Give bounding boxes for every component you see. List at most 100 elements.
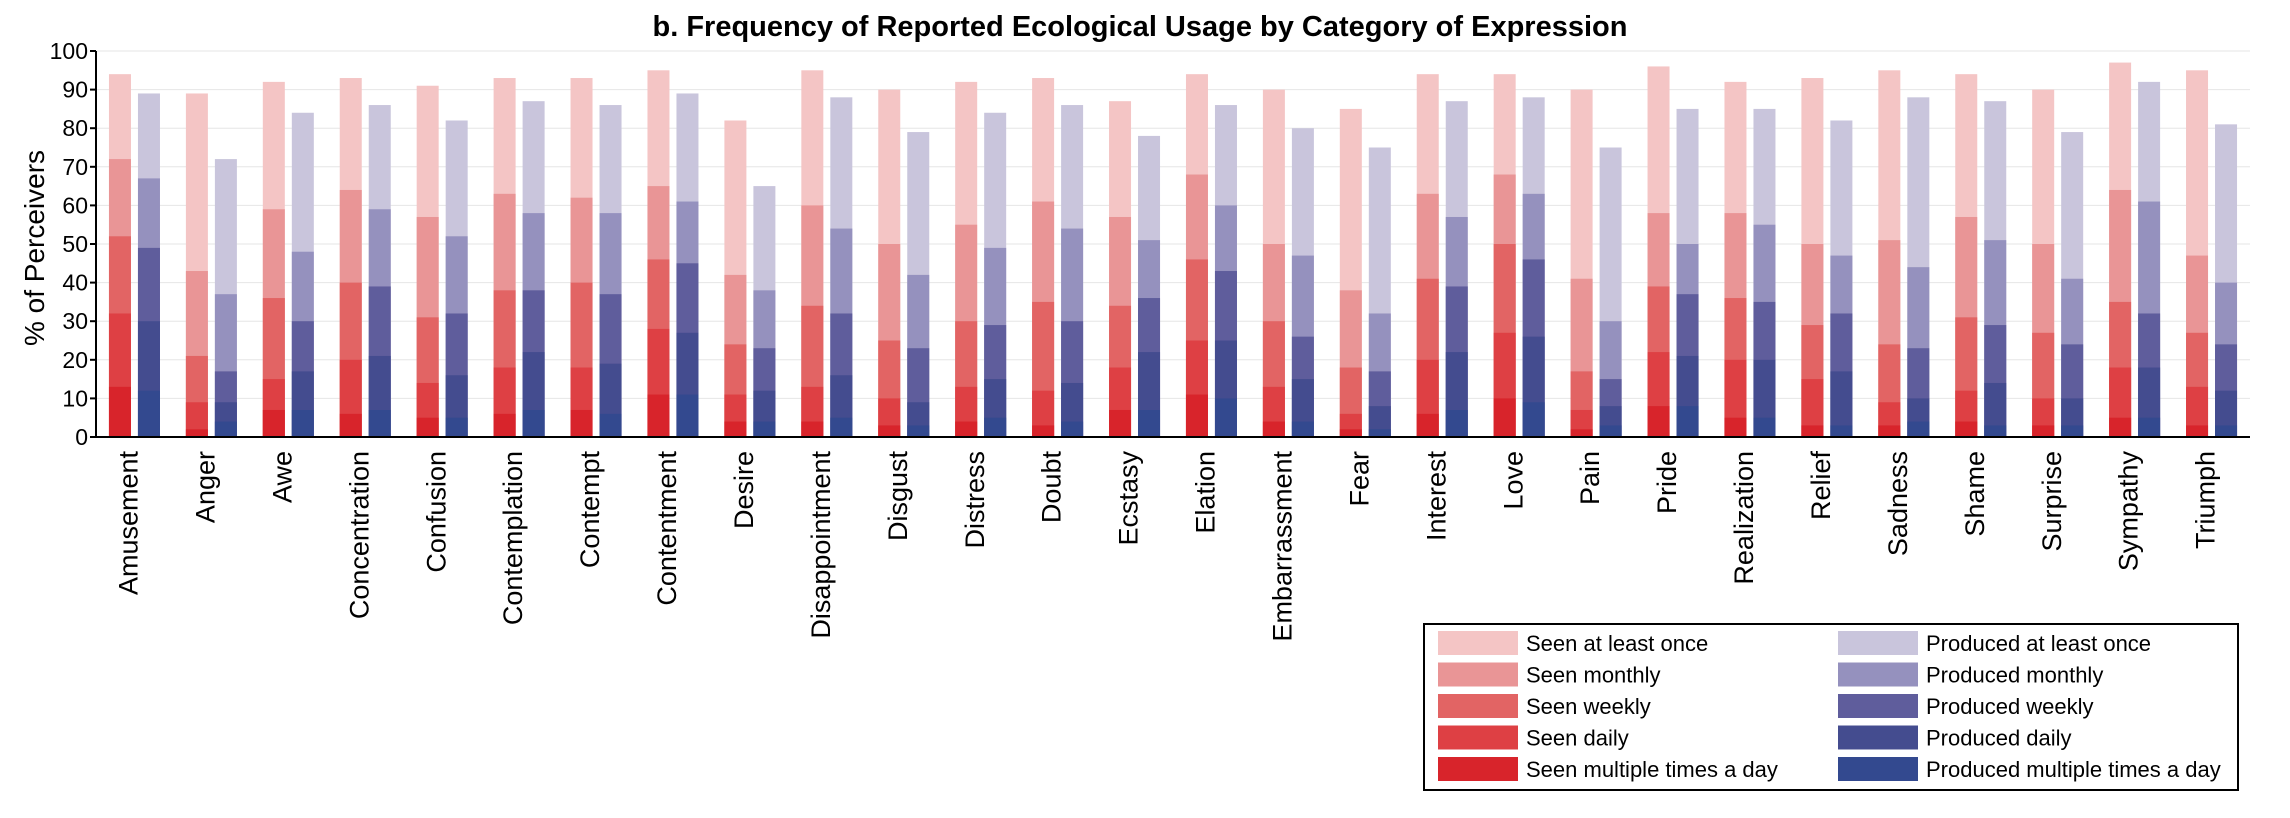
y-tick-label: 80 [62, 115, 88, 141]
category-group [339, 78, 391, 438]
bar-segment [1493, 398, 1516, 437]
category-group [2109, 62, 2161, 438]
bar-segment [416, 417, 439, 437]
category-label: Concentration [344, 451, 374, 619]
y-tick-label: 20 [62, 347, 88, 373]
axes [90, 50, 2250, 438]
bar-segment [1262, 421, 1285, 437]
y-tick-label: 60 [62, 192, 88, 218]
bar-segment [955, 421, 978, 437]
category-label: Embarrassment [1268, 451, 1298, 642]
bar-segment [445, 417, 468, 437]
bar-segment [185, 429, 208, 437]
bar-segment [1368, 429, 1391, 437]
legend-swatch [1838, 631, 1918, 655]
category-label: Relief [1806, 451, 1836, 521]
category-label: Pain [1575, 451, 1605, 505]
bar-segment [1109, 409, 1132, 437]
bar-segment [493, 413, 516, 437]
category-label: Triumph [2191, 451, 2221, 549]
category-group [2186, 70, 2238, 438]
category-label: Sympathy [2114, 451, 2144, 572]
y-axis-label: % of Perceivers [19, 150, 50, 346]
category-group [1801, 78, 1853, 438]
category-label: Confusion [421, 451, 451, 573]
category-label: Surprise [2037, 451, 2067, 552]
category-group [647, 70, 699, 438]
bar-segment [339, 413, 362, 437]
bar-segment [2215, 425, 2238, 437]
y-tick-label: 40 [62, 270, 88, 296]
category-label: Ecstasy [1114, 451, 1144, 546]
category-label: Awe [267, 451, 297, 503]
bar-segment [262, 409, 285, 437]
bar-segment [1416, 413, 1439, 437]
bar-segment [1907, 421, 1930, 437]
category-label: Shame [1960, 451, 1990, 537]
bar-segment [1570, 429, 1593, 437]
bar-segment [1032, 425, 1055, 437]
category-label: Elation [1191, 451, 1221, 534]
category-label: Contempt [575, 451, 605, 569]
category-label: Disgust [883, 451, 913, 542]
bar-segment [1676, 406, 1699, 437]
bar-segment [878, 425, 901, 437]
category-group [1262, 89, 1314, 437]
legend-label: Produced multiple times a day [1926, 757, 2221, 782]
legend-label: Seen weekly [1526, 694, 1651, 719]
bar-segment [214, 421, 237, 437]
bar-segment [1830, 425, 1853, 437]
legend-swatch [1438, 757, 1518, 781]
bar-segment [1291, 421, 1314, 437]
category-group [724, 120, 776, 437]
category-labels: Amusement Anger Awe Concentration Confusion C… [114, 451, 2221, 642]
legend-swatch [1838, 725, 1918, 750]
legend-swatch [1438, 662, 1518, 687]
bar-segment [1445, 409, 1468, 437]
chart-title: b. Frequency of Reported Ecological Usag… [653, 11, 1628, 43]
category-group [1185, 74, 1237, 437]
y-tick-label: 70 [62, 154, 88, 180]
bar-segment [1138, 409, 1161, 437]
legend-swatch [1438, 694, 1518, 718]
bar-segment [2138, 417, 2161, 437]
bar-segment [753, 421, 776, 437]
category-group [878, 89, 930, 437]
category-group [1493, 74, 1545, 437]
category-label: Anger [191, 451, 221, 523]
legend-swatch [1438, 631, 1518, 655]
bar-segment [1724, 417, 1747, 437]
bar-segment [1061, 421, 1084, 437]
bar-segment [2186, 386, 2209, 437]
category-label: Pride [1652, 451, 1682, 514]
bar-segment [1185, 394, 1208, 437]
category-label: Desire [729, 451, 759, 529]
bar-segment [570, 409, 593, 437]
legend-label: Produced weekly [1926, 694, 2094, 719]
category-group [1724, 81, 1776, 438]
legend-swatch [1838, 757, 1918, 781]
category-group [1109, 101, 1161, 438]
bar-segment [1984, 382, 2007, 437]
y-tick-labels: 0 10 20 30 40 50 60 70 80 90 100 [50, 38, 88, 450]
bar-segment [2186, 425, 2209, 437]
category-group [1416, 74, 1468, 438]
category-label: Disappointment [806, 451, 836, 639]
bar-segment [368, 409, 391, 437]
category-label: Fear [1344, 451, 1374, 507]
legend-box [1423, 623, 2239, 791]
bars [108, 62, 2238, 438]
category-group [1032, 78, 1084, 438]
bar-segment [647, 394, 670, 437]
category-group [262, 81, 314, 437]
legend-label: Seen multiple times a day [1526, 757, 1778, 782]
category-group [1570, 89, 1622, 437]
bar-segment [1214, 398, 1237, 437]
y-tick-label: 0 [75, 424, 88, 450]
bar-segment [1878, 425, 1901, 437]
bar-segment [830, 417, 853, 437]
bar-segment [2032, 425, 2055, 437]
legend-label: Produced daily [1926, 726, 2072, 751]
legend-swatch [1438, 725, 1518, 750]
